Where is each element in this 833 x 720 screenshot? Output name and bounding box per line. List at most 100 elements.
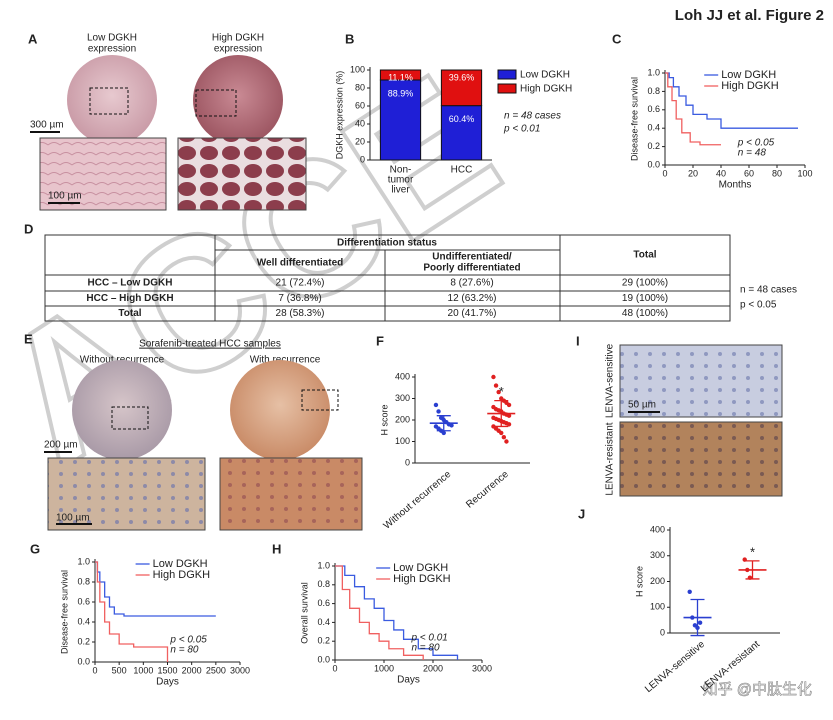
bar-segment (440, 105, 483, 161)
table-cell: 29 (100%) (622, 278, 668, 289)
x-axis-label: Days (156, 677, 179, 688)
data-point (491, 374, 496, 380)
panel-label: E (24, 331, 33, 346)
data-label: 11.1% (388, 72, 413, 82)
error-bar (690, 598, 705, 637)
y-tick-label: 0.2 (77, 636, 90, 646)
source-watermark: 知乎 @中肽生化 (703, 681, 812, 698)
data-label: 39.6% (449, 72, 475, 82)
y-tick-label: 100 (395, 436, 410, 446)
survival-curve (335, 565, 424, 660)
x-tick-label: 40 (716, 168, 726, 178)
x-tick-label: 2500 (206, 665, 226, 675)
micrograph (47, 457, 206, 531)
data-point (506, 413, 512, 418)
x-tick-label: liver (391, 185, 410, 196)
y-tick-label: 0.8 (317, 579, 330, 589)
caption: Sorafenib-treated HCC samples (139, 339, 281, 350)
y-tick-label: 0.2 (647, 141, 660, 151)
legend-label: High DGKH (721, 80, 779, 92)
legend-swatch (497, 69, 517, 80)
table-cell: 7 (36.8%) (278, 293, 321, 304)
y-tick-label: 0.6 (77, 596, 90, 606)
y-tick-label: 0.0 (77, 656, 90, 666)
data-point (496, 389, 501, 395)
table-header: Total (633, 250, 656, 261)
x-tick-label: 60 (744, 168, 754, 178)
legend-label: Low DGKH (721, 69, 776, 81)
scale-label: 100 µm (48, 191, 82, 202)
micrograph (619, 344, 783, 418)
caption: With recurrence (250, 355, 321, 366)
row-header: HCC – High DGKH (86, 293, 173, 304)
y-axis-label: H score (379, 404, 389, 435)
y-axis-label: Disease-free survival (629, 77, 639, 161)
data-point (441, 430, 446, 436)
legend-label: Low DGKH (153, 558, 208, 570)
error-bar (494, 400, 509, 428)
annotation: n = 48 cases (740, 285, 797, 296)
table-header: Poorly differentiated (423, 263, 520, 274)
x-tick-label: 3000 (230, 665, 250, 675)
y-tick-label: 0.0 (317, 654, 330, 664)
x-tick-label: 1000 (133, 665, 153, 675)
bar-segment (440, 69, 483, 107)
data-point (697, 620, 703, 625)
y-tick-label: 0.6 (647, 104, 660, 114)
tissue-core (67, 55, 157, 145)
caption: LENVA-resistant (605, 422, 616, 495)
y-tick-label: 200 (650, 576, 665, 586)
x-tick-label: 0 (662, 168, 667, 178)
data-point (499, 430, 504, 436)
table-header: Undifferentiated/ (432, 252, 512, 263)
panel-label: G (30, 541, 40, 556)
legend-label: Low DGKH (393, 562, 448, 574)
y-tick-label: 0 (660, 627, 665, 637)
caption: expression (88, 44, 136, 55)
bar-segment (379, 79, 422, 161)
row-header: Total (118, 308, 141, 319)
annotation: p < 0.05 (740, 300, 777, 311)
error-bar (745, 560, 760, 580)
table-cell: 19 (100%) (622, 293, 668, 304)
scale-label: 100 µm (56, 513, 90, 524)
table-cell: 12 (63.2%) (448, 293, 497, 304)
x-tick-label: 0 (92, 665, 97, 675)
table-cell: 48 (100%) (622, 308, 668, 319)
zoom-box (301, 389, 339, 411)
y-axis-label: H score (634, 566, 644, 597)
caption: expression (214, 44, 262, 55)
legend-label: High DGKH (393, 573, 451, 585)
tissue-core (72, 360, 172, 460)
survival-curve (335, 565, 459, 660)
x-axis-label: Months (719, 180, 752, 191)
scale-label: 50 µm (628, 400, 656, 411)
y-tick-label: 0.8 (77, 576, 90, 586)
data-point (506, 402, 512, 408)
panel-label: A (28, 31, 38, 46)
y-tick-label: 300 (395, 393, 410, 403)
x-tick-label: Recurrence (464, 469, 511, 511)
table-header: Differentiation status (337, 238, 437, 249)
significance: * (750, 544, 755, 559)
zoom-box (89, 87, 129, 115)
x-tick-label: 0 (332, 663, 337, 673)
table-cell: 8 (27.6%) (450, 278, 493, 289)
zoom-box (111, 406, 149, 430)
panel-label: C (612, 31, 622, 46)
y-tick-label: 100 (350, 64, 365, 74)
data-label: 60.4% (449, 114, 475, 124)
y-tick-label: 80 (355, 82, 365, 92)
panel-label: F (376, 333, 384, 348)
x-tick-label: 1500 (157, 665, 177, 675)
y-tick-label: 1.0 (317, 560, 330, 570)
legend-label: High DGKH (153, 569, 211, 581)
x-tick-label: 100 (797, 168, 812, 178)
x-tick-label: HCC (451, 165, 473, 176)
significance: * (499, 384, 504, 399)
annotation: p < 0.01 (503, 124, 540, 135)
y-tick-label: 20 (355, 136, 365, 146)
panel-label: B (345, 31, 354, 46)
y-tick-label: 0.4 (317, 617, 330, 627)
